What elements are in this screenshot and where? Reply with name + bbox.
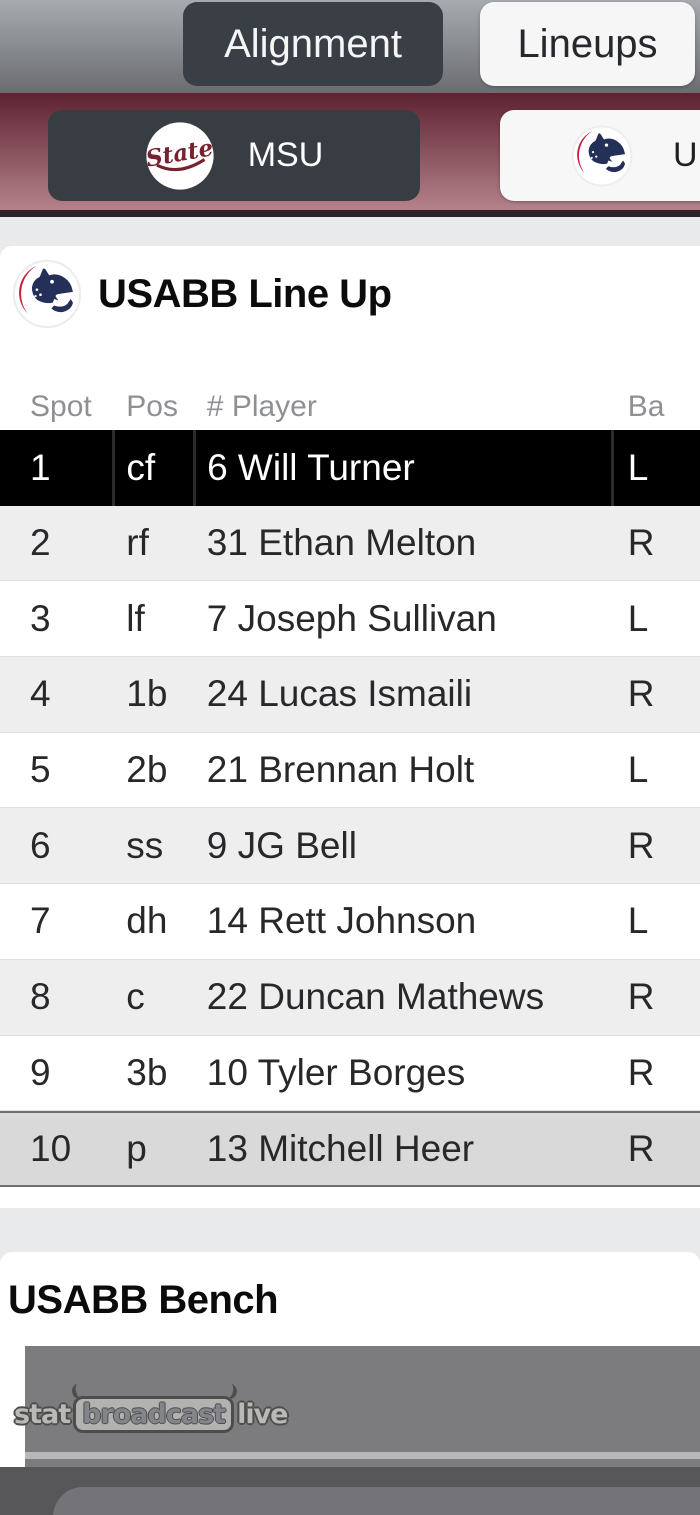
page-gap	[0, 217, 700, 246]
column-header-pos: Pos	[126, 390, 178, 423]
bench-card: USABB Bench stat broadcast live	[0, 1252, 700, 1467]
statbroadcast-logo-stat: stat	[14, 1399, 71, 1430]
spot-cell: 6	[30, 824, 51, 866]
pos-cell: dh	[126, 900, 168, 942]
pos-cell: c	[126, 976, 145, 1018]
column-header-spot: Spot	[30, 390, 92, 423]
statbroadcast-banner: stat broadcast live	[14, 1346, 700, 1467]
lineup-row: 7 dh 14 Rett Johnson L	[0, 884, 700, 960]
lineup-column-headers: Spot Pos # Player Ba	[0, 375, 700, 430]
lineup-row: 6 ss 9 JG Bell R	[0, 808, 700, 885]
lineup-table: 1 cf 6 Will Turner L 2 rf 31 Ethan Melto…	[0, 430, 700, 1187]
lineup-card-header: USABB Line Up	[0, 256, 700, 332]
lineup-row: 9 3b 10 Tyler Borges R	[0, 1035, 700, 1112]
spot-cell: 3	[30, 597, 51, 639]
column-header-bats: Ba	[627, 390, 665, 423]
bats-cell: R	[627, 1128, 655, 1170]
pos-cell: ss	[126, 824, 164, 866]
column-header-player: # Player	[206, 390, 317, 423]
pos-cell: 2b	[126, 749, 168, 791]
player-cell: 31 Ethan Melton	[206, 522, 477, 564]
lineup-row: 8 c 22 Duncan Mathews R	[0, 959, 700, 1036]
player-cell: 6 Will Turner	[196, 430, 614, 506]
bats-cell: L	[627, 446, 649, 488]
team-usabb-button[interactable]: U	[500, 110, 700, 201]
lineup-row: 4 1b 24 Lucas Ismaili R	[0, 657, 700, 733]
lineup-row-current-batter: 1 cf 6 Will Turner L	[0, 430, 700, 506]
player-cell: 21 Brennan Holt	[206, 749, 475, 791]
lineup-row: 5 2b 21 Brennan Holt L	[0, 732, 700, 809]
spot-cell: 5	[30, 749, 51, 791]
bats-cell: L	[627, 749, 649, 791]
banner-light-strip	[25, 1452, 700, 1459]
page-gap	[0, 1208, 700, 1252]
bats-cell: L	[627, 597, 649, 639]
player-cell: 14 Rett Johnson	[206, 900, 477, 942]
bottom-sheet-corner	[53, 1487, 700, 1515]
player-cell: 13 Mitchell Heer	[206, 1128, 475, 1170]
banner-gray-strip	[25, 1459, 700, 1467]
tab-alignment[interactable]: Alignment	[183, 2, 443, 86]
pos-cell: rf	[126, 522, 149, 564]
bats-cell: R	[627, 1051, 655, 1093]
bats-cell: R	[627, 673, 655, 715]
statbroadcast-logo-live: live	[237, 1399, 288, 1430]
spot-cell: 10	[30, 1128, 72, 1170]
pos-cell: 3b	[126, 1051, 168, 1093]
bats-cell: R	[627, 522, 655, 564]
statbroadcast-banner-image: stat broadcast live	[14, 1346, 700, 1452]
msu-state-logo-icon: State	[145, 121, 215, 190]
bats-cell: R	[627, 976, 655, 1018]
spot-cell: 4	[30, 673, 51, 715]
spot-cell: 7	[30, 900, 51, 942]
lineup-row-pitcher: 10 p 13 Mitchell Heer R	[0, 1111, 700, 1187]
player-cell: 9 JG Bell	[206, 824, 357, 866]
spot-cell: 8	[30, 976, 51, 1018]
team-selector-band: State MSU U	[0, 93, 700, 210]
lineup-title: USABB Line Up	[98, 271, 392, 316]
player-cell: 22 Duncan Mathews	[206, 976, 545, 1018]
spot-cell: 2	[30, 522, 51, 564]
pos-cell: p	[126, 1128, 147, 1170]
statbroadcast-logo: stat broadcast live	[14, 1396, 288, 1433]
player-cell: 7 Joseph Sullivan	[206, 597, 497, 639]
player-cell: 24 Lucas Ismaili	[206, 673, 473, 715]
player-cell: 10 Tyler Borges	[206, 1051, 466, 1093]
top-tab-band: Alignment Lineups	[0, 0, 700, 93]
lineup-row: 3 lf 7 Joseph Sullivan L	[0, 581, 700, 658]
pos-cell: 1b	[126, 673, 168, 715]
spot-cell: 9	[30, 1051, 51, 1093]
tab-lineups[interactable]: Lineups	[480, 2, 695, 86]
bottom-dim-bar	[0, 1467, 700, 1515]
bench-title: USABB Bench	[8, 1278, 279, 1322]
pos-cell: lf	[126, 597, 145, 639]
bats-cell: L	[627, 900, 649, 942]
spot-cell: 1	[0, 430, 116, 506]
band-divider	[0, 210, 700, 217]
team-msu-label: MSU	[247, 136, 324, 174]
lineup-card: USABB Line Up Spot Pos # Player Ba 1 cf …	[0, 246, 700, 1208]
pos-cell: cf	[115, 430, 197, 506]
jaguar-logo-icon	[12, 259, 82, 329]
team-msu-button[interactable]: State MSU	[48, 110, 420, 201]
statbroadcast-logo-broadcast: broadcast	[73, 1396, 235, 1433]
team-usabb-label: U	[673, 136, 698, 174]
lineup-row: 2 rf 31 Ethan Melton R	[0, 505, 700, 582]
jaguar-logo-icon	[571, 125, 633, 186]
bats-cell: R	[627, 824, 655, 866]
